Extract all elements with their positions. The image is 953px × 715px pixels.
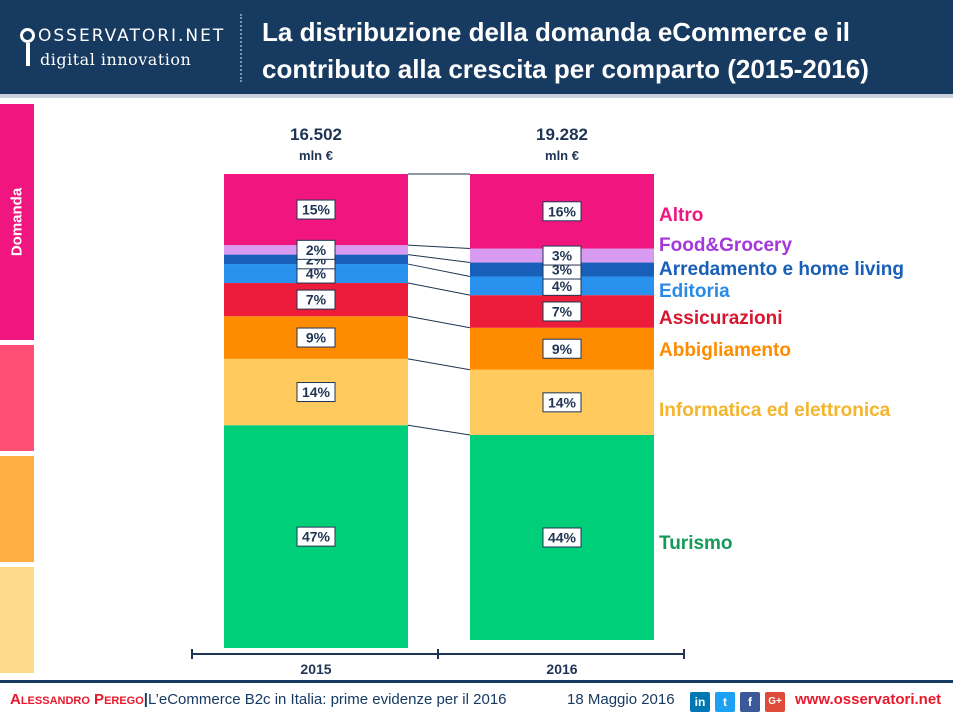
facebook-icon[interactable]: f	[740, 692, 760, 712]
footer-separator: |	[143, 691, 148, 708]
data-label-2016-0: 44%	[548, 529, 577, 545]
data-label-2015-0: 47%	[302, 529, 331, 545]
data-label-2016-2: 9%	[552, 341, 573, 357]
connector-line-2	[407, 315, 471, 329]
data-label-box-2016-7	[542, 201, 582, 222]
data-label-box-2015-6	[296, 239, 336, 260]
connector-line-5	[407, 254, 471, 264]
x-tick-2015: 2015	[300, 661, 332, 677]
stacked-bar-chart: 47%14%9%7%4%2%2%15%44%14%9%7%4%3%3%16%Tu…	[191, 125, 904, 677]
data-label-2015-1: 14%	[302, 384, 331, 400]
data-label-box-2016-6	[542, 245, 582, 266]
total-unit-2016: mln €	[545, 148, 579, 163]
legend-label-0: Turismo	[659, 533, 733, 554]
connector-line-4	[407, 263, 471, 278]
data-label-2015-6: 2%	[306, 242, 327, 258]
legend-label-7: Altro	[659, 205, 703, 226]
twitter-icon[interactable]: t	[715, 692, 735, 712]
data-label-2016-3: 7%	[552, 303, 573, 319]
side-strip-4	[0, 567, 34, 673]
data-label-box-2016-3	[542, 301, 582, 322]
data-label-box-2015-2	[296, 327, 336, 348]
side-strip-2	[0, 345, 34, 451]
footer-caption: Alessandro Perego|L’eCommerce B2c in Ita…	[10, 691, 507, 708]
connector-line-6	[407, 244, 471, 250]
connector-line-3	[407, 282, 471, 296]
logo-name: OSSERVATORI.NET	[38, 26, 226, 46]
data-label-2015-4: 4%	[306, 266, 327, 282]
linkedin-icon[interactable]: in	[690, 692, 710, 712]
footer-date: 18 Maggio 2016	[567, 691, 675, 708]
data-label-2015-3: 7%	[306, 292, 327, 308]
chart-canvas: 47%14%9%7%4%2%2%15%44%14%9%7%4%3%3%16%Tu…	[191, 173, 904, 659]
legend-label-6: Food&Grocery	[659, 235, 792, 256]
legend-label-1: Informatica ed elettronica	[659, 400, 891, 421]
google-plus-icon[interactable]: G+	[765, 692, 785, 712]
data-label-2016-1: 14%	[548, 394, 577, 410]
footer-bar: Alessandro Perego|L’eCommerce B2c in Ita…	[0, 680, 953, 715]
total-value-2016: 19.282	[536, 125, 588, 144]
logo-tagline: digital innovation	[40, 50, 192, 69]
data-label-box-2016-0	[542, 527, 582, 548]
logo-ring-icon	[20, 28, 35, 43]
legend-label-4: Editoria	[659, 281, 730, 302]
side-strip-3	[0, 456, 34, 562]
data-label-2015-2: 9%	[306, 330, 327, 346]
x-tick-2016: 2016	[546, 661, 578, 677]
logo-stem-icon	[25, 43, 30, 66]
footer-event-title: L’eCommerce B2c in Italia: prime evidenz…	[148, 691, 507, 708]
data-label-box-2015-0	[296, 526, 336, 547]
data-label-box-2016-2	[542, 338, 582, 359]
legend-label-2: Abbigliamento	[659, 340, 791, 361]
header-bar: OSSERVATORI.NET digital innovation La di…	[0, 0, 953, 98]
total-unit-2015: mln €	[299, 148, 333, 163]
header-divider	[240, 14, 242, 82]
footer-website-link[interactable]: www.osservatori.net	[795, 691, 942, 708]
connector-line-0	[407, 424, 471, 436]
legend-label-3: Assicurazioni	[659, 308, 783, 329]
data-label-2016-6: 3%	[552, 248, 573, 264]
side-strip-1	[0, 104, 34, 340]
data-label-2016-7: 16%	[548, 203, 577, 219]
data-label-2016-4: 4%	[552, 278, 573, 294]
data-label-2015-7: 15%	[302, 202, 331, 218]
total-value-2015: 16.502	[290, 125, 342, 144]
data-label-box-2015-1	[296, 382, 336, 403]
data-label-box-2015-3	[296, 289, 336, 310]
connector-line-1	[407, 358, 471, 371]
data-label-box-2015-7	[296, 199, 336, 220]
footer-author: Alessandro Perego	[10, 691, 144, 708]
data-label-box-2016-1	[542, 392, 582, 413]
legend-label-5: Arredamento e home living	[659, 259, 904, 280]
slide-title: La distribuzione della domanda eCommerce…	[262, 17, 869, 84]
osservatori-logo[interactable]: OSSERVATORI.NET digital innovation	[20, 20, 225, 80]
